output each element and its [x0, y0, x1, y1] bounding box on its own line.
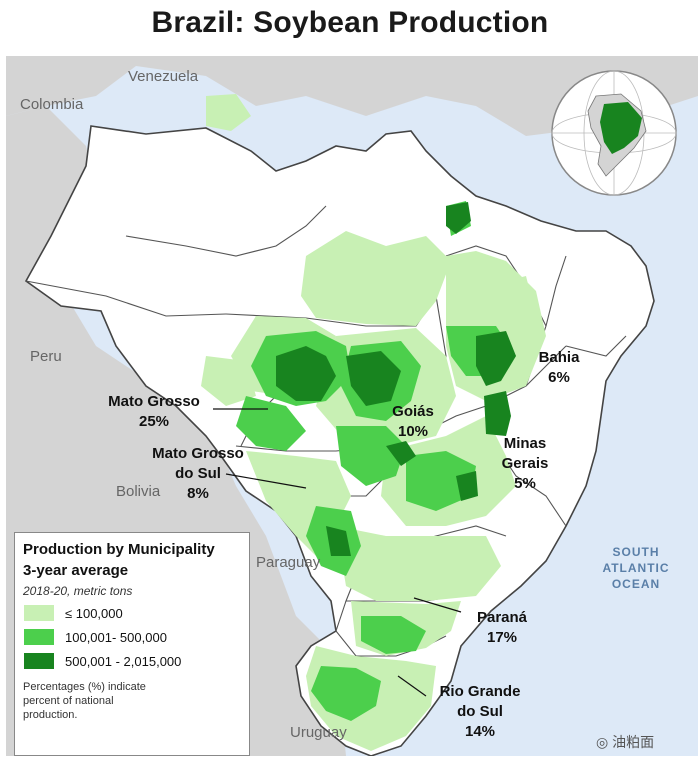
ocean-line-1: SOUTH	[612, 545, 660, 559]
state-label-rio-grande-do-sul: Rio Grande do Sul 14%	[424, 682, 536, 742]
state-name-line1: Minas	[503, 435, 547, 452]
ocean-line-2: ATLANTIC	[602, 561, 670, 575]
legend-item: ≤ 100,000	[23, 604, 241, 622]
globe-inset	[551, 70, 677, 196]
watermark-text: 油粕面	[612, 734, 655, 750]
state-name: Bahia	[538, 349, 580, 366]
legend-swatch-mid	[23, 628, 55, 646]
legend-swatch-low	[23, 604, 55, 622]
state-label-parana: Paraná 17%	[464, 608, 540, 648]
state-name-line2: do Sul	[175, 465, 221, 482]
country-label-venezuela: Venezuela	[128, 68, 199, 85]
state-name-line1: Rio Grande	[439, 683, 521, 700]
watermark: ◎ 油粕面	[596, 732, 654, 752]
legend-item: 100,001- 500,000	[23, 628, 241, 646]
map-legend: Production by Municipality 3-year averag…	[14, 532, 250, 756]
state-label-minas-gerais: Minas Gerais 5%	[492, 434, 558, 494]
ocean-label: SOUTH ATLANTIC OCEAN	[598, 544, 674, 592]
legend-subtitle: 2018-20, metric tons	[23, 584, 133, 598]
legend-item-label: ≤ 100,000	[65, 605, 123, 621]
state-label-mato-grosso-do-sul: Mato Grosso do Sul 8%	[138, 444, 258, 504]
legend-note: Percentages (%) indicate percent of nati…	[23, 680, 241, 722]
country-label-bolivia: Bolivia	[116, 483, 161, 500]
legend-item-label: 500,001 - 2,015,000	[65, 653, 182, 669]
wechat-icon: ◎	[596, 734, 609, 750]
state-label-bahia: Bahia 6%	[524, 348, 594, 388]
state-label-mato-grosso: Mato Grosso 25%	[96, 392, 212, 432]
state-pct: 10%	[397, 423, 429, 440]
legend-item-label: 100,001- 500,000	[65, 629, 167, 645]
country-label-colombia: Colombia	[20, 96, 84, 113]
leader-lines	[213, 408, 462, 697]
state-name: Goiás	[392, 403, 434, 420]
legend-title-line1: Production by Municipality	[23, 541, 215, 558]
state-label-goias: Goiás 10%	[378, 402, 448, 442]
legend-note-line3: production.	[23, 709, 78, 721]
map-title: Brazil: Soybean Production	[151, 6, 549, 39]
state-pct: 25%	[138, 413, 170, 430]
legend-item: 500,001 - 2,015,000	[23, 652, 241, 670]
state-pct: 8%	[187, 485, 209, 502]
legend-note-line2: percent of national	[23, 695, 114, 707]
state-name: Mato Grosso	[108, 393, 200, 410]
state-pct: 17%	[486, 629, 518, 646]
state-name-line2: do Sul	[457, 703, 503, 720]
south-america-land	[6, 56, 698, 136]
state-pct: 5%	[514, 475, 536, 492]
legend-note-line1: Percentages (%) indicate	[23, 681, 146, 693]
legend-title-line2: 3-year average	[23, 562, 129, 579]
state-pct: 6%	[548, 369, 570, 386]
state-pct: 14%	[464, 723, 496, 740]
country-label-paraguay: Paraguay	[256, 554, 321, 571]
legend-swatch-high	[23, 652, 55, 670]
high-production-areas	[276, 202, 516, 556]
state-name-line2: Gerais	[501, 455, 549, 472]
state-name: Paraná	[476, 609, 528, 626]
state-name-line1: Mato Grosso	[152, 445, 244, 462]
country-label-uruguay: Uruguay	[290, 724, 347, 741]
ocean-line-3: OCEAN	[611, 577, 661, 591]
country-label-peru: Peru	[30, 348, 62, 365]
